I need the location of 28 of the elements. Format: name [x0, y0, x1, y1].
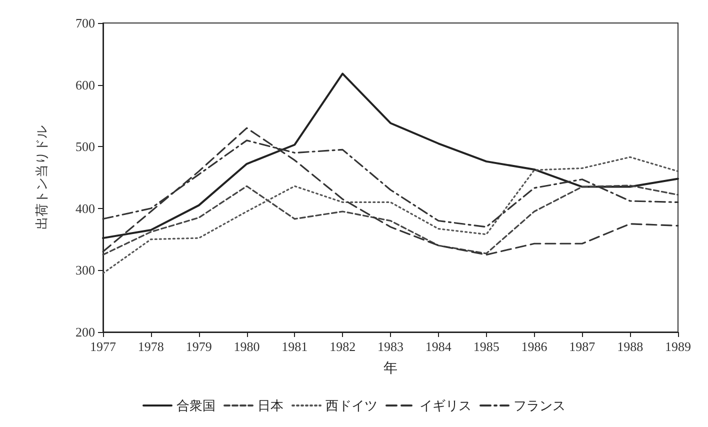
x-tick-label: 1981: [282, 339, 308, 354]
line-series: [102, 156, 679, 274]
x-tick-label: 1983: [378, 339, 404, 354]
y-tick-label: 300: [76, 262, 95, 278]
x-tick-label: 1982: [330, 339, 356, 354]
y-tick-label: 400: [76, 200, 95, 216]
y-tick-label: 600: [76, 77, 95, 92]
x-tick-label: 1980: [234, 339, 260, 354]
y-tick-label: 500: [76, 139, 95, 154]
legend-label: 合衆国: [176, 398, 216, 413]
legend-label: 西ドイツ: [326, 398, 378, 413]
legend-label: フランス: [514, 398, 566, 413]
legend-label: イギリス: [420, 398, 472, 413]
x-axis-title: 年: [384, 360, 398, 376]
y-axis-title: 出荷トン当りドル: [34, 126, 49, 230]
y-tick-label: 200: [76, 324, 95, 340]
line-series: [102, 184, 679, 256]
x-tick-label: 1985: [473, 339, 500, 354]
x-tick-label: 1978: [138, 339, 164, 354]
legend-label: 日本: [258, 398, 284, 413]
x-tick-label: 1986: [521, 339, 548, 354]
x-tick-label: 1987: [569, 339, 596, 354]
x-tick-label: 1989: [665, 339, 691, 354]
x-tick-label: 1979: [186, 339, 212, 354]
x-tick-label: 1977: [90, 339, 116, 354]
x-tick-label: 1984: [425, 339, 452, 354]
y-tick-label: 700: [76, 16, 95, 30]
x-tick-label: 1988: [617, 339, 644, 354]
